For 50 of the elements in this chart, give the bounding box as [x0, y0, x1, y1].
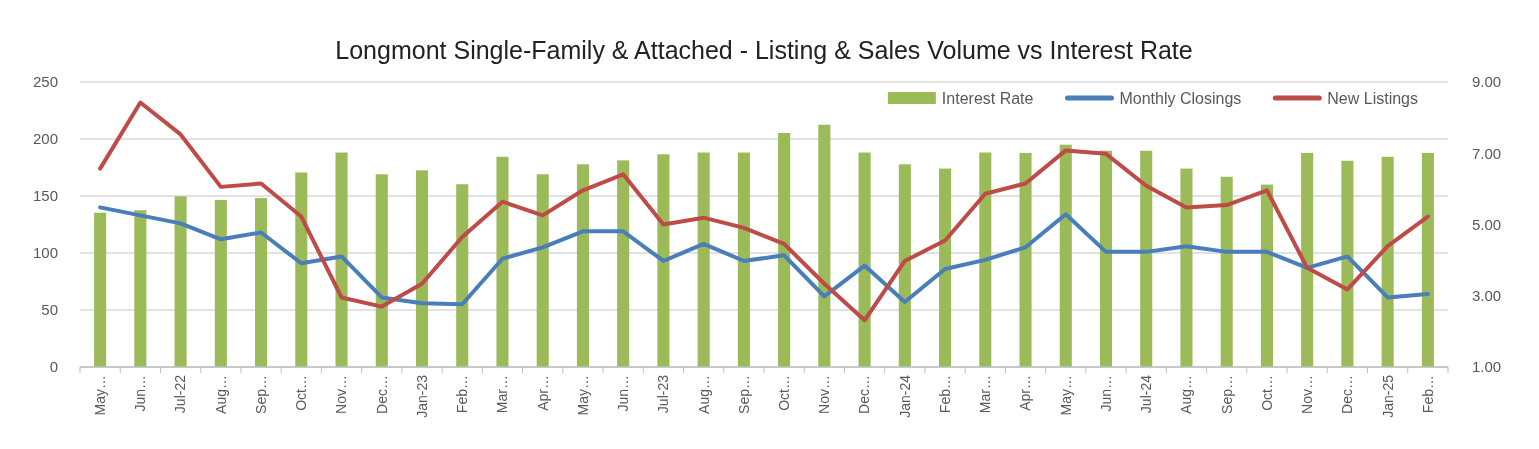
line-series: [98, 205, 1430, 307]
y-tick-label: 150: [32, 187, 58, 205]
y-tick-label: 250: [32, 73, 58, 91]
x-tick-label: Apr…: [534, 375, 551, 411]
x-tick-label: Jul-24: [1138, 374, 1155, 414]
x-tick-label: Feb…: [1419, 375, 1436, 414]
x-tick-label: Nov…: [333, 375, 350, 414]
x-tick-label: Jan-24: [896, 374, 913, 418]
x-tick-label: Jan-23: [413, 374, 430, 418]
x-tick-label: Jul-22: [172, 374, 189, 414]
x-tick-label: Jun…: [615, 375, 632, 412]
x-tick-label: Mar…: [494, 375, 511, 414]
y2-tick-label: 5.00: [1472, 215, 1502, 233]
legend-label: New Listings: [1327, 89, 1418, 107]
x-tick-label: Oct…: [776, 375, 793, 411]
x-tick-label: Mar…: [977, 375, 994, 414]
x-tick-label: Feb…: [936, 375, 953, 414]
x-tick-label: Apr…: [1017, 375, 1034, 411]
x-tick-label: May…: [1057, 375, 1074, 416]
x-tick-label: Jul-23: [655, 374, 672, 414]
y-tick-label: 50: [41, 301, 58, 319]
x-tick-label: Aug…: [695, 375, 712, 414]
y2-tick-label: 7.00: [1472, 144, 1502, 162]
legend-label: Interest Rate: [941, 89, 1034, 107]
y-tick-label: 100: [32, 244, 58, 262]
x-tick-label: Dec…: [373, 375, 390, 414]
x-tick-label: Nov…: [816, 375, 833, 414]
x-tick-label: Oct…: [293, 375, 310, 411]
legend-label: Monthly Closings: [1119, 89, 1242, 107]
x-tick-label: Nov…: [1299, 375, 1316, 414]
x-tick-label: May…: [92, 375, 109, 416]
x-tick-label: Dec…: [1339, 375, 1356, 414]
x-tick-label: May…: [574, 375, 591, 416]
x-tick-label: Aug…: [212, 375, 229, 414]
x-tick-label: Dec…: [856, 375, 873, 414]
x-tick-label: Sep…: [252, 375, 269, 414]
y2-tick-label: 3.00: [1472, 287, 1502, 304]
x-tick-label: Jun…: [1097, 375, 1114, 412]
y2-tick-label: 9.00: [1472, 73, 1502, 91]
y-tick-label: 200: [32, 130, 58, 148]
chart-title: Longmont Single-Family & Attached - Listing & Sales Volume vs Interest Rate: [335, 35, 1193, 64]
x-tick-label: Jan-25: [1379, 374, 1396, 418]
x-tick-label: Jun…: [132, 375, 149, 412]
x-tick-label: Aug…: [1178, 375, 1195, 414]
x-tick-label: Sep…: [735, 375, 752, 414]
y2-tick-label: 1.00: [1472, 358, 1502, 376]
x-tick-label: Sep…: [1218, 375, 1235, 414]
x-tick-label: Oct…: [1258, 375, 1275, 411]
y-tick-label: 0: [49, 358, 58, 376]
x-tick-label: Feb…: [454, 375, 471, 414]
